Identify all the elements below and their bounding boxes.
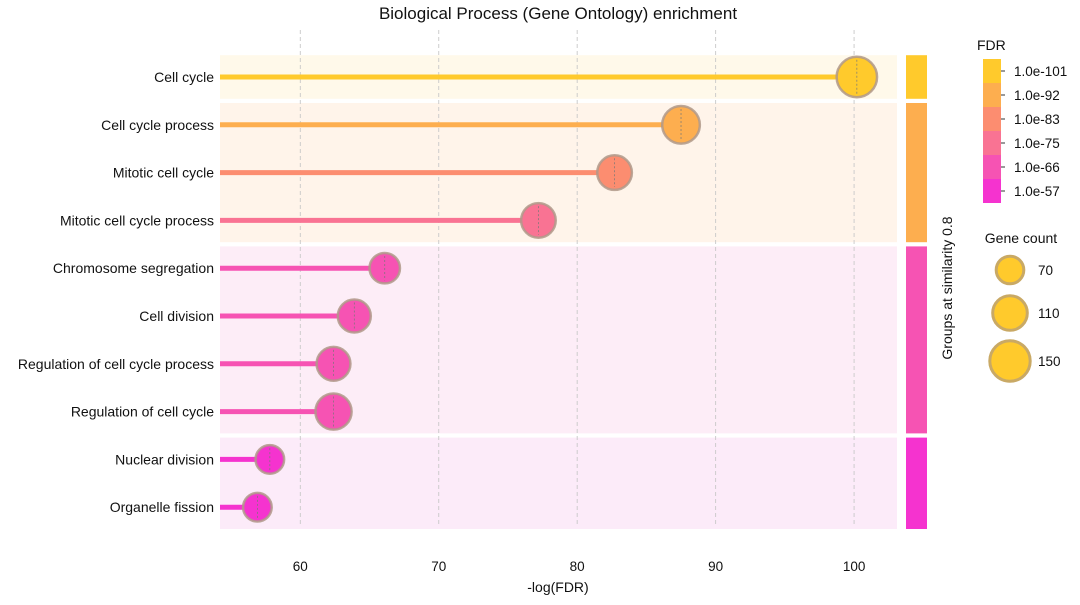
x-tick-labels: 60 70 80 90 100 <box>293 559 866 574</box>
x-tick-label-70: 70 <box>431 559 446 574</box>
y-label-mitotic-cell-cycle: Mitotic cell cycle <box>113 165 214 181</box>
dot-mitotic-cell-cycle-process <box>519 201 557 239</box>
fdr-swatch-6 <box>983 179 1001 203</box>
fdr-legend: 1.0e-101 1.0e-92 1.0e-83 1.0e-75 1.0e-66 1.0e… <box>983 59 1067 203</box>
fdr-swatch-4 <box>983 131 1001 155</box>
y-label-regulation-of-cell-cycle-process: Regulation of cell cycle process <box>18 356 214 372</box>
y-label-nuclear-division: Nuclear division <box>115 451 214 467</box>
x-tick-label-60: 60 <box>293 559 308 574</box>
size-circle-70 <box>994 254 1026 286</box>
x-tick-label-80: 80 <box>570 559 585 574</box>
dot-nuclear-division <box>254 443 286 475</box>
lollipop-dots <box>241 55 879 523</box>
x-tick-label-90: 90 <box>708 559 723 574</box>
fdr-swatch-1 <box>983 59 1001 83</box>
y-label-cell-cycle-process: Cell cycle process <box>101 117 214 133</box>
x-tick-label-100: 100 <box>843 559 866 574</box>
size-label-70: 70 <box>1038 263 1053 278</box>
size-circle-150 <box>988 339 1032 383</box>
y-label-organelle-fission: Organelle fission <box>110 499 214 515</box>
fdr-swatch-2 <box>983 83 1001 107</box>
y-label-cell-cycle: Cell cycle <box>154 69 214 85</box>
size-label-110: 110 <box>1038 306 1060 321</box>
x-axis-label: -log(FDR) <box>527 579 588 595</box>
group-band-4 <box>220 437 897 529</box>
fdr-swatch-3 <box>983 107 1001 131</box>
fdr-swatch-5 <box>983 155 1001 179</box>
group-bar-3 <box>906 246 927 434</box>
y-label-mitotic-cell-cycle-process: Mitotic cell cycle process <box>60 212 214 228</box>
lollipop-sticks <box>220 74 857 510</box>
fdr-label-4: 1.0e-75 <box>1014 136 1060 151</box>
fdr-label-2: 1.0e-92 <box>1014 88 1060 103</box>
dot-organelle-fission <box>241 491 273 523</box>
group-axis-label: Groups at similarity 0.8 <box>939 216 955 359</box>
group-color-bar <box>906 55 927 529</box>
gene-count-legend-title: Gene count <box>985 230 1057 246</box>
fdr-label-6: 1.0e-57 <box>1014 184 1060 199</box>
fdr-label-5: 1.0e-66 <box>1014 160 1060 175</box>
fdr-legend-title: FDR <box>977 37 1006 53</box>
dot-mitotic-cell-cycle <box>596 154 634 192</box>
y-label-regulation-of-cell-cycle: Regulation of cell cycle <box>71 404 214 420</box>
fdr-label-1: 1.0e-101 <box>1014 64 1067 79</box>
y-label-cell-division: Cell division <box>139 308 214 324</box>
dot-cell-cycle-process <box>660 104 702 145</box>
size-circle-110 <box>991 294 1029 332</box>
group-bar-4 <box>906 437 927 529</box>
y-label-chromosome-segregation: Chromosome segregation <box>53 260 214 276</box>
gridlines <box>299 30 855 527</box>
fdr-label-3: 1.0e-83 <box>1014 112 1060 127</box>
chart-title: Biological Process (Gene Ontology) enric… <box>379 4 737 23</box>
dot-regulation-of-cell-cycle <box>314 392 353 431</box>
group-bar-1 <box>906 55 927 99</box>
size-label-150: 150 <box>1038 354 1061 369</box>
group-bar-2 <box>906 103 927 243</box>
gene-count-legend: 70 110 150 <box>988 254 1061 383</box>
y-tick-labels: Cell cycle Cell cycle process Mitotic cell… <box>18 69 214 515</box>
